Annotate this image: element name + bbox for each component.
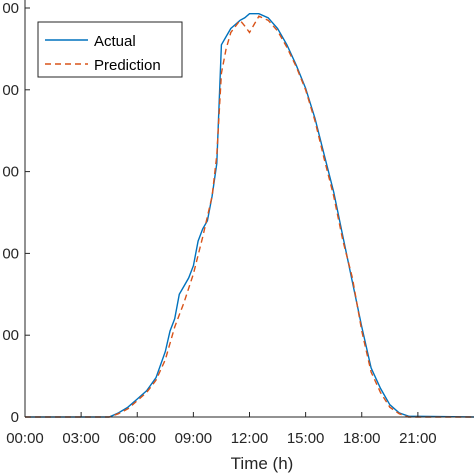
x-tick-label: 09:00 — [175, 430, 213, 447]
legend-label-prediction: Prediction — [94, 57, 161, 74]
plot-lines — [25, 12, 474, 418]
x-tick-label: 12:00 — [231, 430, 269, 447]
y-tick-label: 00 — [2, 82, 19, 99]
x-tick-label: 15:00 — [287, 430, 325, 447]
x-tick-label: 21:00 — [399, 430, 437, 447]
x-axis-label: Time (h) — [231, 454, 294, 473]
legend-label-actual: Actual — [94, 33, 136, 50]
y-tick-label: 00 — [2, 164, 19, 181]
x-tick-label: 06:00 — [118, 430, 156, 447]
series-line-prediction — [25, 15, 474, 418]
y-tick-label: 0 — [11, 409, 19, 426]
x-tick-label: 00:00 — [6, 430, 44, 447]
y-tick-label: 00 — [2, 327, 19, 344]
legend-box — [37, 21, 183, 78]
y-tick-label: 00 — [2, 245, 19, 262]
ticks: 00:00 03:00 06:00 09:00 12:00 15:00 18:00 21:00… — [2, 0, 436, 447]
y-tick-label: 00 — [2, 0, 19, 17]
legend: Actual Prediction — [37, 21, 183, 78]
x-tick-label: 18:00 — [343, 430, 381, 447]
x-tick-label: 03:00 — [62, 430, 100, 447]
